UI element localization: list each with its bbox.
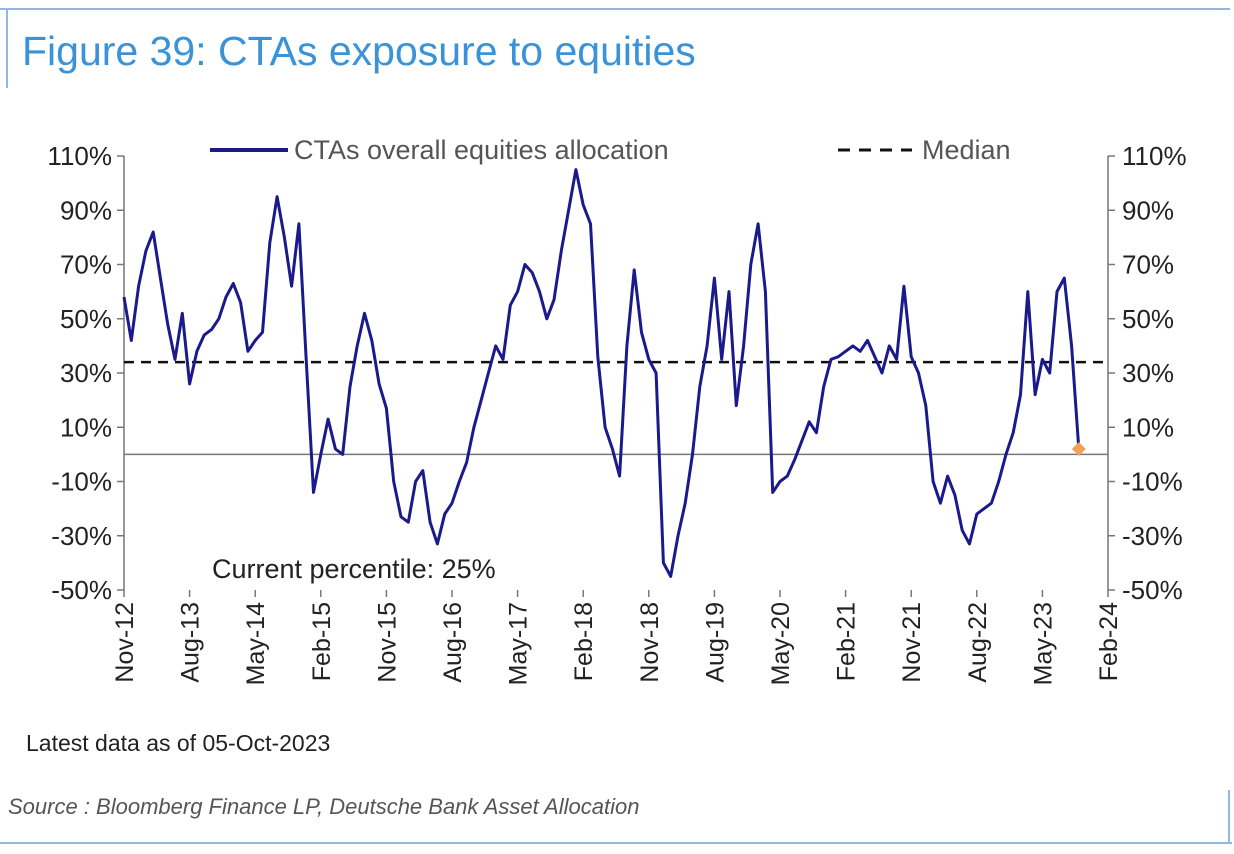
x-tick-label: May-20: [767, 602, 795, 685]
y-tick-label-right: 70%: [1122, 250, 1174, 280]
y-tick-label-right: 10%: [1122, 412, 1174, 442]
x-tick-label: Aug-22: [964, 602, 992, 683]
x-tick-label: May-23: [1029, 602, 1057, 685]
y-tick-label-left: -50%: [51, 575, 112, 605]
y-tick-label-right: 50%: [1122, 304, 1174, 334]
y-tick-label-right: 90%: [1122, 195, 1174, 225]
x-tick-label: Feb-21: [833, 602, 861, 681]
y-tick-label-right: -30%: [1122, 521, 1183, 551]
legend-label-median: Median: [922, 135, 1011, 165]
x-tick-label: Aug-19: [701, 602, 729, 683]
y-tick-label-right: -10%: [1122, 467, 1183, 497]
y-tick-label-right: 30%: [1122, 358, 1174, 388]
y-tick-label-left: 10%: [60, 412, 112, 442]
legend-label-allocation: CTAs overall equities allocation: [294, 135, 669, 165]
x-tick-label: Feb-18: [570, 602, 598, 681]
y-tick-label-left: 30%: [60, 358, 112, 388]
x-tick-label: May-17: [505, 602, 533, 685]
x-tick-label: Feb-24: [1095, 602, 1123, 681]
x-tick-label: Nov-12: [111, 602, 139, 683]
x-tick-label: May-14: [242, 602, 270, 685]
y-tick-label-left: -30%: [51, 521, 112, 551]
y-tick-label-left: 90%: [60, 195, 112, 225]
chart-area: 110% 110% 90% 90% 70% 70% 50% 50% 30% 30% 10% 10% -1…: [47, 135, 1187, 685]
latest-data-note: Latest data as of 05-Oct-2023: [26, 730, 331, 756]
series-line-cta-allocation: [122, 168, 1081, 578]
x-tick-label: Aug-13: [177, 602, 205, 683]
frame-top-rule: [0, 8, 1230, 10]
figure-title: Figure 39: CTAs exposure to equities: [22, 28, 696, 74]
frame-bottom-rule: [0, 842, 1232, 844]
y-tick-label-left: 110%: [47, 141, 112, 171]
frame-left-rule: [6, 8, 8, 88]
y-tick-label-right: 110%: [1122, 141, 1187, 171]
y-tick-label-left: 70%: [60, 250, 112, 280]
x-tick-label: Aug-16: [439, 602, 467, 683]
frame-right-rule: [1228, 790, 1230, 842]
current-point-marker: [1071, 441, 1086, 456]
x-tick-label: Nov-18: [636, 602, 664, 683]
y-tick-label-left: 50%: [60, 304, 112, 334]
x-tick-label: Nov-21: [898, 602, 926, 683]
x-tick-label: Nov-15: [373, 602, 401, 683]
y-tick-label-left: -10%: [51, 467, 112, 497]
y-tick-label-right: -50%: [1122, 575, 1183, 605]
source-note: Source : Bloomberg Finance LP, Deutsche …: [8, 794, 640, 819]
x-tick-label: Feb-15: [308, 602, 336, 681]
percentile-annotation: Current percentile: 25%: [212, 554, 496, 584]
